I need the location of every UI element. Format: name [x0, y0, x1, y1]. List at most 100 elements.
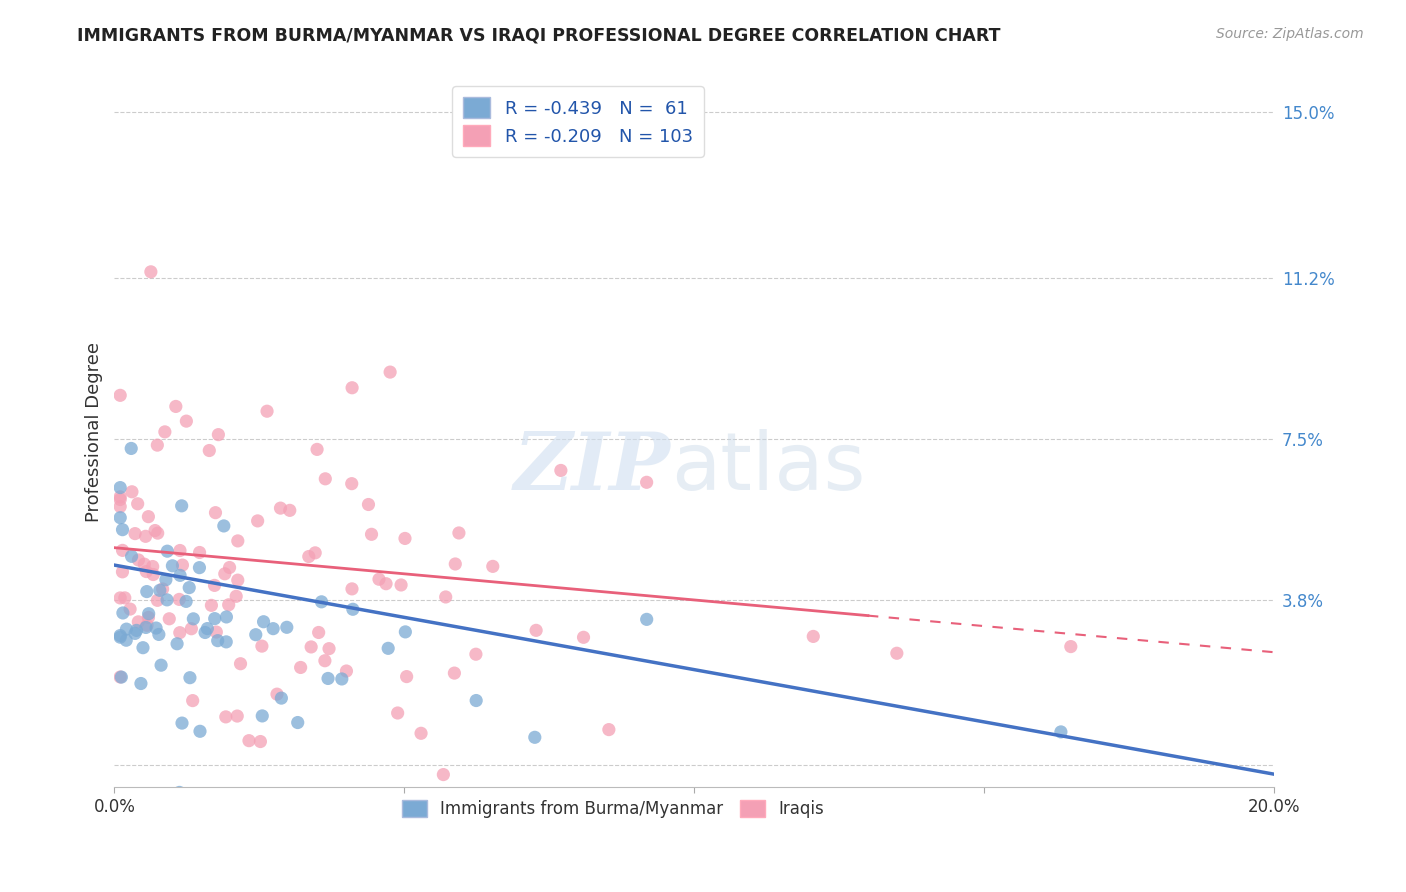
Point — [886, 646, 908, 660]
Point — [226, 709, 249, 723]
Point — [215, 635, 238, 649]
Point — [153, 425, 176, 439]
Text: IMMIGRANTS FROM BURMA/MYANMAR VS IRAQI PROFESSIONAL DEGREE CORRELATION CHART: IMMIGRANTS FROM BURMA/MYANMAR VS IRAQI P… — [77, 27, 1001, 45]
Point — [125, 624, 148, 638]
Point — [252, 709, 274, 723]
Point — [145, 621, 167, 635]
Point — [120, 442, 142, 456]
Point — [308, 625, 330, 640]
Y-axis label: Professional Degree: Professional Degree — [86, 343, 103, 523]
Point — [269, 501, 291, 516]
Point — [172, 558, 194, 572]
Point — [127, 615, 149, 629]
Point — [108, 670, 131, 684]
Point — [801, 629, 824, 643]
Point — [357, 498, 380, 512]
Point — [250, 639, 273, 653]
Point — [311, 810, 333, 824]
Point — [179, 581, 201, 595]
Point — [127, 497, 149, 511]
Point — [342, 602, 364, 616]
Point — [111, 523, 134, 537]
Point — [409, 726, 432, 740]
Point — [238, 733, 260, 747]
Point — [340, 582, 363, 596]
Point — [115, 622, 138, 636]
Point — [316, 672, 339, 686]
Point — [169, 625, 191, 640]
Point — [550, 463, 572, 477]
Point — [204, 612, 226, 626]
Point — [270, 691, 292, 706]
Point — [360, 527, 382, 541]
Point — [188, 560, 211, 574]
Point — [226, 533, 249, 548]
Point — [572, 630, 595, 644]
Point — [108, 481, 131, 495]
Point — [108, 490, 131, 504]
Point — [146, 438, 169, 452]
Point — [215, 610, 238, 624]
Point — [340, 476, 363, 491]
Point — [142, 567, 165, 582]
Point — [256, 404, 278, 418]
Point — [136, 618, 159, 632]
Point — [108, 629, 131, 643]
Point — [169, 543, 191, 558]
Point — [218, 598, 240, 612]
Point — [330, 672, 353, 686]
Point — [444, 557, 467, 571]
Point — [129, 676, 152, 690]
Point — [394, 624, 416, 639]
Point — [314, 654, 336, 668]
Text: atlas: atlas — [671, 429, 865, 507]
Point — [395, 670, 418, 684]
Point — [156, 592, 179, 607]
Point — [124, 526, 146, 541]
Point — [121, 484, 143, 499]
Point — [523, 731, 546, 745]
Point — [1060, 640, 1083, 654]
Point — [249, 734, 271, 748]
Point — [335, 664, 357, 678]
Point — [262, 622, 284, 636]
Point — [307, 442, 329, 457]
Point — [207, 633, 229, 648]
Point — [226, 573, 249, 587]
Point — [120, 602, 142, 616]
Point — [375, 576, 398, 591]
Point — [108, 492, 131, 507]
Point — [108, 591, 131, 605]
Point — [389, 578, 412, 592]
Point — [464, 647, 486, 661]
Point — [124, 626, 146, 640]
Point — [318, 641, 340, 656]
Point — [155, 573, 177, 587]
Point — [387, 706, 409, 720]
Point — [135, 565, 157, 579]
Point — [146, 526, 169, 541]
Point — [135, 584, 157, 599]
Point — [139, 265, 162, 279]
Point — [245, 628, 267, 642]
Point — [111, 543, 134, 558]
Point — [465, 693, 488, 707]
Point — [204, 578, 226, 592]
Point — [304, 546, 326, 560]
Point — [174, 594, 197, 608]
Point — [115, 633, 138, 648]
Point — [181, 693, 204, 707]
Point — [205, 625, 228, 640]
Point — [180, 622, 202, 636]
Point — [132, 640, 155, 655]
Point — [183, 612, 205, 626]
Point — [314, 472, 336, 486]
Point — [432, 767, 454, 781]
Point — [447, 525, 470, 540]
Point — [195, 622, 218, 636]
Point — [150, 658, 173, 673]
Point — [134, 557, 156, 571]
Point — [218, 560, 240, 574]
Point — [298, 549, 321, 564]
Point — [266, 687, 288, 701]
